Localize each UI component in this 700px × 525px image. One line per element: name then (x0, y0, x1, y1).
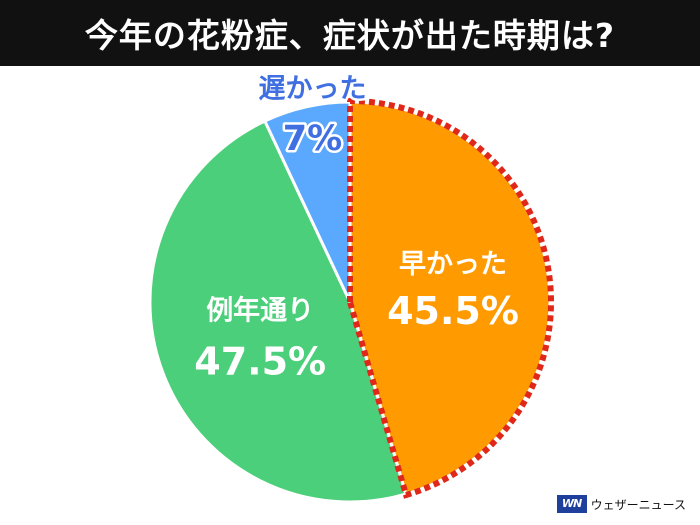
pie-slices (148, 100, 552, 504)
slice-value-normal: 47.5% (194, 339, 326, 383)
brand-name: ウェザーニュース (590, 497, 686, 512)
slice-label-early: 早かった (399, 249, 507, 280)
brand: WN ウェザーニュース (556, 495, 686, 513)
highlight-dashed-outline (347, 97, 555, 499)
slice-label-normal: 例年通り (206, 294, 314, 326)
slice-value-early: 45.5% (387, 289, 519, 333)
chart-title: 今年の花粉症、症状が出た時期は? (84, 16, 616, 55)
brand-logo-icon: WN (556, 495, 587, 513)
pie-slice-normal (148, 119, 408, 504)
title-bar: 今年の花粉症、症状が出た時期は? (0, 0, 700, 66)
slice-label-late: 遅かった (259, 74, 367, 105)
slice-value-late: 7% (283, 119, 342, 159)
pie-slice-late (263, 100, 352, 304)
